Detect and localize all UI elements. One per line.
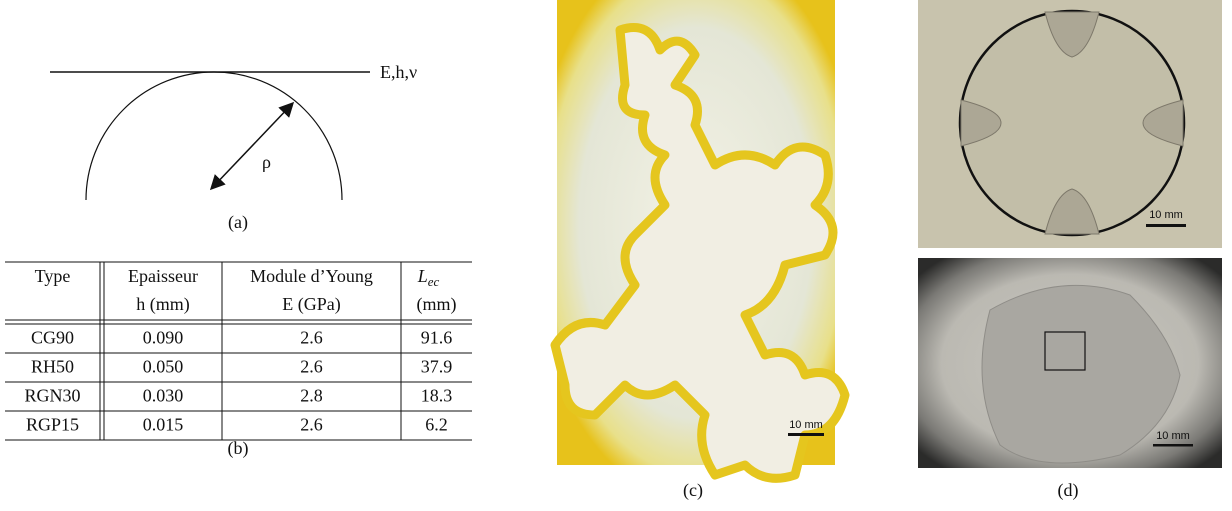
table-cell: RGN30 bbox=[24, 386, 80, 406]
scale-label: 10 mm bbox=[789, 419, 823, 431]
header-cell: Type bbox=[35, 266, 71, 286]
table-cell: 37.9 bbox=[421, 357, 453, 377]
scale-label: 10 mm bbox=[1149, 209, 1183, 221]
table-cell: 2.6 bbox=[300, 328, 323, 348]
caption: (b) bbox=[228, 438, 249, 459]
radius-label: ρ bbox=[262, 152, 271, 172]
scale-bar bbox=[1146, 224, 1186, 227]
table-cell: 0.015 bbox=[143, 415, 184, 435]
header-subscript: ec bbox=[428, 274, 440, 289]
header-cell: (mm) bbox=[417, 294, 457, 315]
header-symbol: L bbox=[417, 266, 428, 286]
table-cell: 18.3 bbox=[421, 386, 453, 406]
caption: (c) bbox=[683, 480, 703, 501]
photo-d-top: 10 mm bbox=[918, 0, 1222, 248]
header-cell: Module d’Young bbox=[250, 266, 373, 286]
scale-bar bbox=[1153, 444, 1193, 447]
table-cell: 2.6 bbox=[300, 415, 323, 435]
table-cell: 0.090 bbox=[143, 328, 184, 348]
scale-bar bbox=[788, 433, 824, 436]
table-cell: 0.030 bbox=[143, 386, 184, 406]
header-cell: h (mm) bbox=[136, 294, 190, 315]
table-cell: 91.6 bbox=[421, 328, 453, 348]
table-cell: 2.6 bbox=[300, 357, 323, 377]
table: Type Epaisseur h (mm) Module d’Young E (GPa)… bbox=[5, 262, 472, 459]
table-cell: RH50 bbox=[31, 357, 74, 377]
caption: (d) bbox=[1058, 480, 1079, 501]
panel-a: E,h,ν ρ (a) bbox=[50, 62, 417, 233]
table-cell: RGP15 bbox=[26, 415, 79, 435]
caption: (a) bbox=[228, 212, 248, 233]
header-cell: E (GPa) bbox=[282, 294, 340, 315]
photo-c: 10 mm (c) bbox=[555, 0, 845, 501]
table-cell: 0.050 bbox=[143, 357, 184, 377]
radius-arrow bbox=[212, 104, 292, 188]
cylinder-arc bbox=[86, 72, 342, 200]
table-cell: 6.2 bbox=[425, 415, 448, 435]
table-cell: 2.8 bbox=[300, 386, 323, 406]
header-cell: Lec bbox=[417, 266, 440, 289]
photo-d-bottom: 10 mm (d) bbox=[918, 258, 1222, 501]
figure: E,h,ν ρ (a) Type Epaisseur h (mm) Module d’… bbox=[0, 0, 1232, 511]
table-cell: CG90 bbox=[31, 328, 74, 348]
scale-label: 10 mm bbox=[1156, 430, 1190, 442]
header-cell: Epaisseur bbox=[128, 266, 198, 286]
plate-label: E,h,ν bbox=[380, 62, 417, 82]
